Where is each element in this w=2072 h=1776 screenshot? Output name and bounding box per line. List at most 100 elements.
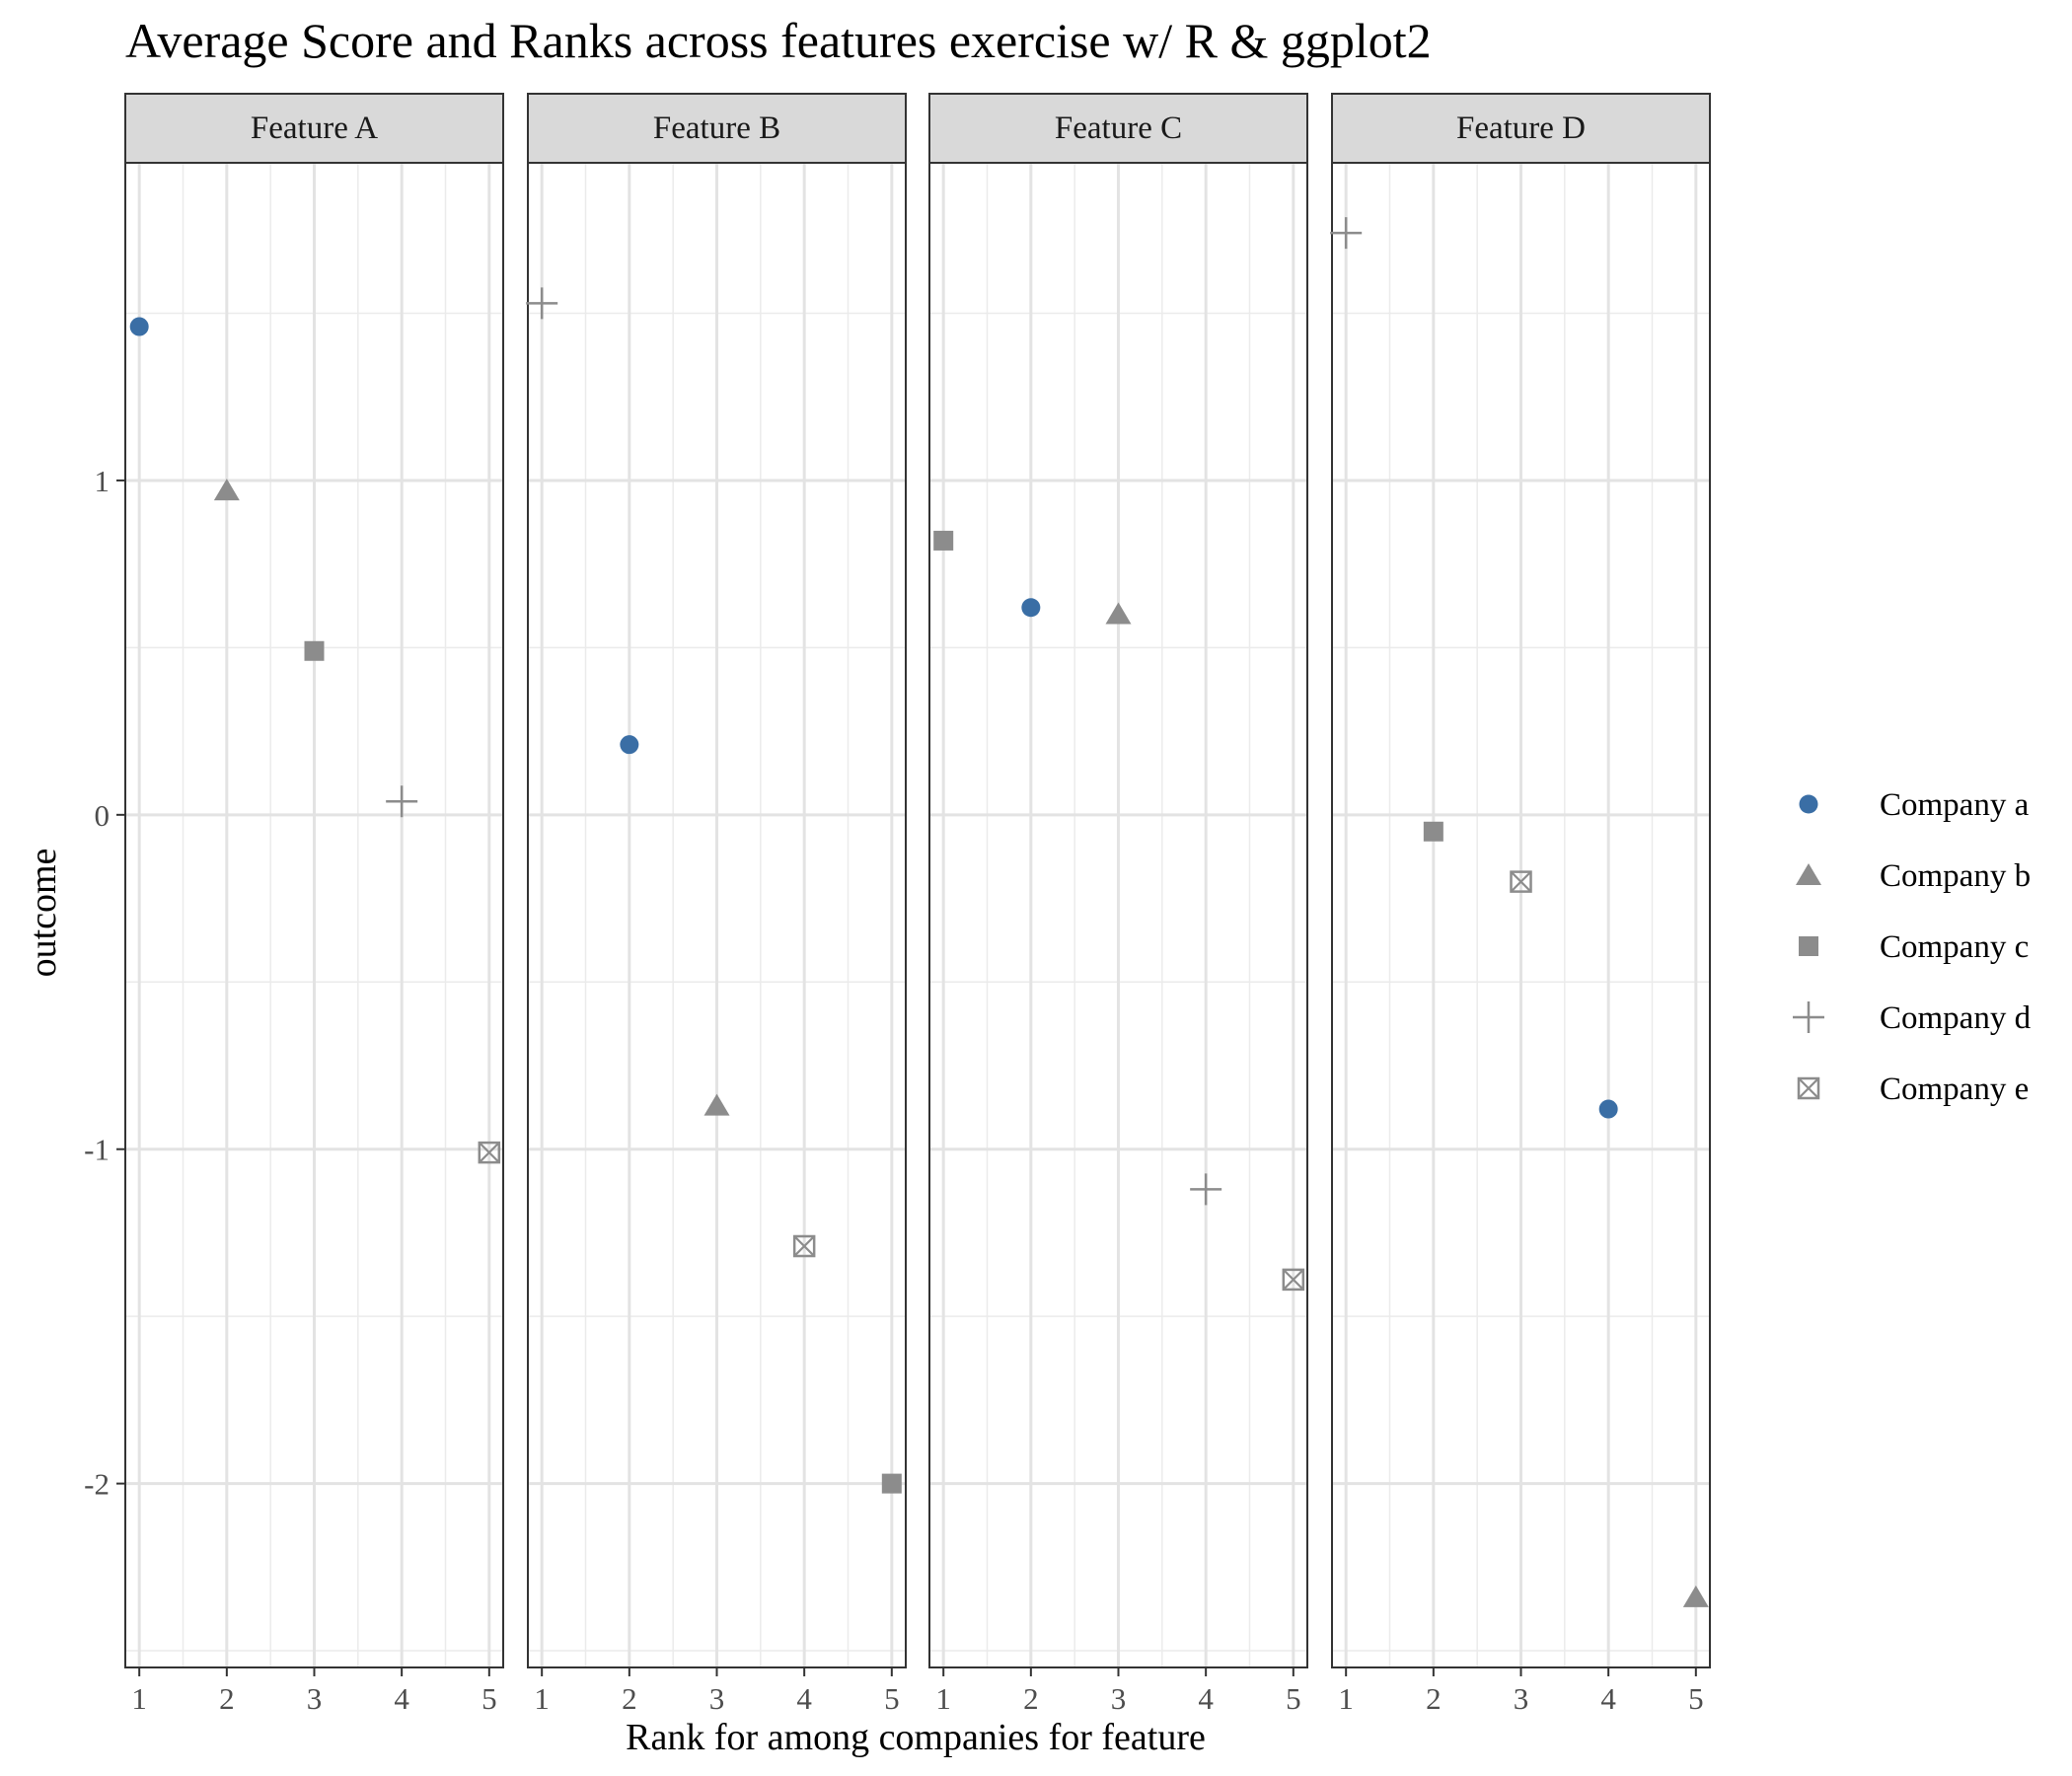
legend-key-square bbox=[1799, 936, 1818, 956]
facet-strip-label: Feature A bbox=[251, 111, 378, 146]
legend-item: Company d bbox=[1793, 1000, 2032, 1036]
data-point-circle bbox=[1598, 1099, 1618, 1119]
x-tick-label: 4 bbox=[1600, 1681, 1616, 1716]
x-tick-label: 1 bbox=[534, 1681, 550, 1716]
data-point bbox=[1682, 1585, 1709, 1607]
data-point-plus bbox=[386, 785, 418, 818]
legend-item: Company b bbox=[1796, 858, 2031, 894]
data-point bbox=[881, 1473, 902, 1494]
data-point-plus bbox=[1190, 1173, 1222, 1206]
facet-strip-label: Feature B bbox=[653, 111, 780, 146]
data-point-square bbox=[792, 1234, 816, 1258]
data-point-plus bbox=[1330, 217, 1363, 250]
data-point-square bbox=[1282, 1268, 1305, 1292]
legend-item: Company c bbox=[1799, 929, 2029, 965]
legend-key-square bbox=[1797, 1076, 1820, 1100]
y-tick-label: 1 bbox=[95, 464, 111, 498]
data-point-square bbox=[933, 530, 954, 551]
data-point-square bbox=[881, 1473, 902, 1494]
data-point bbox=[933, 530, 954, 551]
x-tick-label: 5 bbox=[884, 1681, 900, 1716]
x-tick-label: 4 bbox=[394, 1681, 409, 1716]
x-tick-label: 5 bbox=[481, 1681, 497, 1716]
data-point-triangle bbox=[1105, 602, 1132, 625]
data-point-cross bbox=[793, 1235, 815, 1257]
data-point bbox=[1510, 870, 1532, 893]
legend-key-cross bbox=[1798, 1077, 1819, 1099]
facet-strip bbox=[928, 93, 1308, 164]
facet-panel: Feature D 1 2 3 4 5 bbox=[1330, 93, 1711, 1716]
data-point-square bbox=[1423, 821, 1443, 842]
legend-key-circle bbox=[1799, 794, 1818, 814]
x-tick-label: 4 bbox=[796, 1681, 812, 1716]
data-point bbox=[1282, 1268, 1305, 1292]
facet-strip bbox=[124, 93, 504, 164]
facet-panel: Feature B 1 2 3 4 5 bbox=[526, 93, 907, 1716]
y-tick-label: -2 bbox=[84, 1467, 110, 1502]
facet-strip bbox=[1331, 93, 1711, 164]
data-point bbox=[526, 287, 558, 320]
legend-item: Company e bbox=[1797, 1072, 2029, 1107]
legend-item: Company a bbox=[1799, 787, 2030, 823]
x-tick-label: 1 bbox=[1338, 1681, 1354, 1716]
y-axis: -2 -1 0 1 bbox=[84, 464, 125, 1502]
data-point-circle bbox=[620, 735, 639, 755]
data-point bbox=[213, 479, 240, 501]
legend-key bbox=[1797, 1076, 1820, 1100]
data-point bbox=[792, 1234, 816, 1258]
data-point bbox=[703, 1093, 730, 1116]
facet-strip bbox=[527, 93, 907, 164]
data-point bbox=[1190, 1173, 1222, 1206]
y-axis-label: outcome bbox=[23, 849, 64, 978]
legend-key bbox=[1799, 936, 1818, 956]
data-point-triangle bbox=[213, 479, 240, 501]
x-tick-label: 1 bbox=[131, 1681, 147, 1716]
data-point-square bbox=[304, 640, 325, 661]
legend-key bbox=[1799, 794, 1818, 814]
data-point-cross bbox=[1510, 870, 1532, 893]
legend-label: Company e bbox=[1880, 1072, 2029, 1107]
x-tick-label: 2 bbox=[1023, 1681, 1039, 1716]
data-point-plus bbox=[526, 287, 558, 320]
chart-title: Average Score and Ranks across features … bbox=[125, 13, 1432, 68]
x-axis-label: Rank for among companies for feature bbox=[626, 1717, 1206, 1758]
x-tick-label: 4 bbox=[1198, 1681, 1214, 1716]
x-tick-label: 5 bbox=[1286, 1681, 1301, 1716]
data-point bbox=[478, 1141, 501, 1164]
y-tick-label: -1 bbox=[84, 1133, 110, 1167]
facet-panel: Feature A 1 2 3 4 5 bbox=[124, 93, 504, 1716]
x-tick-label: 2 bbox=[622, 1681, 637, 1716]
data-point bbox=[1423, 821, 1443, 842]
data-point-triangle bbox=[703, 1093, 730, 1116]
legend-key-triangle bbox=[1796, 863, 1821, 885]
data-point-cross bbox=[1283, 1269, 1304, 1291]
x-tick-label: 2 bbox=[1426, 1681, 1442, 1716]
legend: Company a Company b Company c Company d Comp… bbox=[1793, 787, 2032, 1107]
facet-panel: Feature C 1 2 3 4 5 bbox=[928, 93, 1308, 1716]
data-point-square bbox=[478, 1141, 501, 1164]
legend-key bbox=[1793, 1001, 1824, 1033]
data-point bbox=[129, 317, 149, 336]
x-tick-label: 3 bbox=[307, 1681, 323, 1716]
facet-strip-label: Feature C bbox=[1055, 111, 1182, 146]
legend-label: Company a bbox=[1880, 787, 2030, 823]
legend-label: Company d bbox=[1880, 1000, 2032, 1036]
data-point bbox=[620, 735, 639, 755]
data-point bbox=[1598, 1099, 1618, 1119]
data-point-circle bbox=[1021, 598, 1041, 618]
data-point bbox=[1330, 217, 1363, 250]
data-point bbox=[1105, 602, 1132, 625]
data-point-triangle bbox=[1682, 1585, 1709, 1607]
data-point bbox=[1021, 598, 1041, 618]
data-point-square bbox=[1510, 870, 1532, 893]
x-tick-label: 3 bbox=[709, 1681, 725, 1716]
legend-label: Company c bbox=[1880, 929, 2029, 965]
data-point bbox=[386, 785, 418, 818]
data-point bbox=[304, 640, 325, 661]
x-tick-label: 3 bbox=[1514, 1681, 1529, 1716]
data-point-cross bbox=[479, 1142, 500, 1163]
legend-label: Company b bbox=[1880, 858, 2031, 894]
legend-key-plus bbox=[1793, 1001, 1824, 1033]
data-point-circle bbox=[129, 317, 149, 336]
y-tick-label: 0 bbox=[95, 798, 111, 833]
